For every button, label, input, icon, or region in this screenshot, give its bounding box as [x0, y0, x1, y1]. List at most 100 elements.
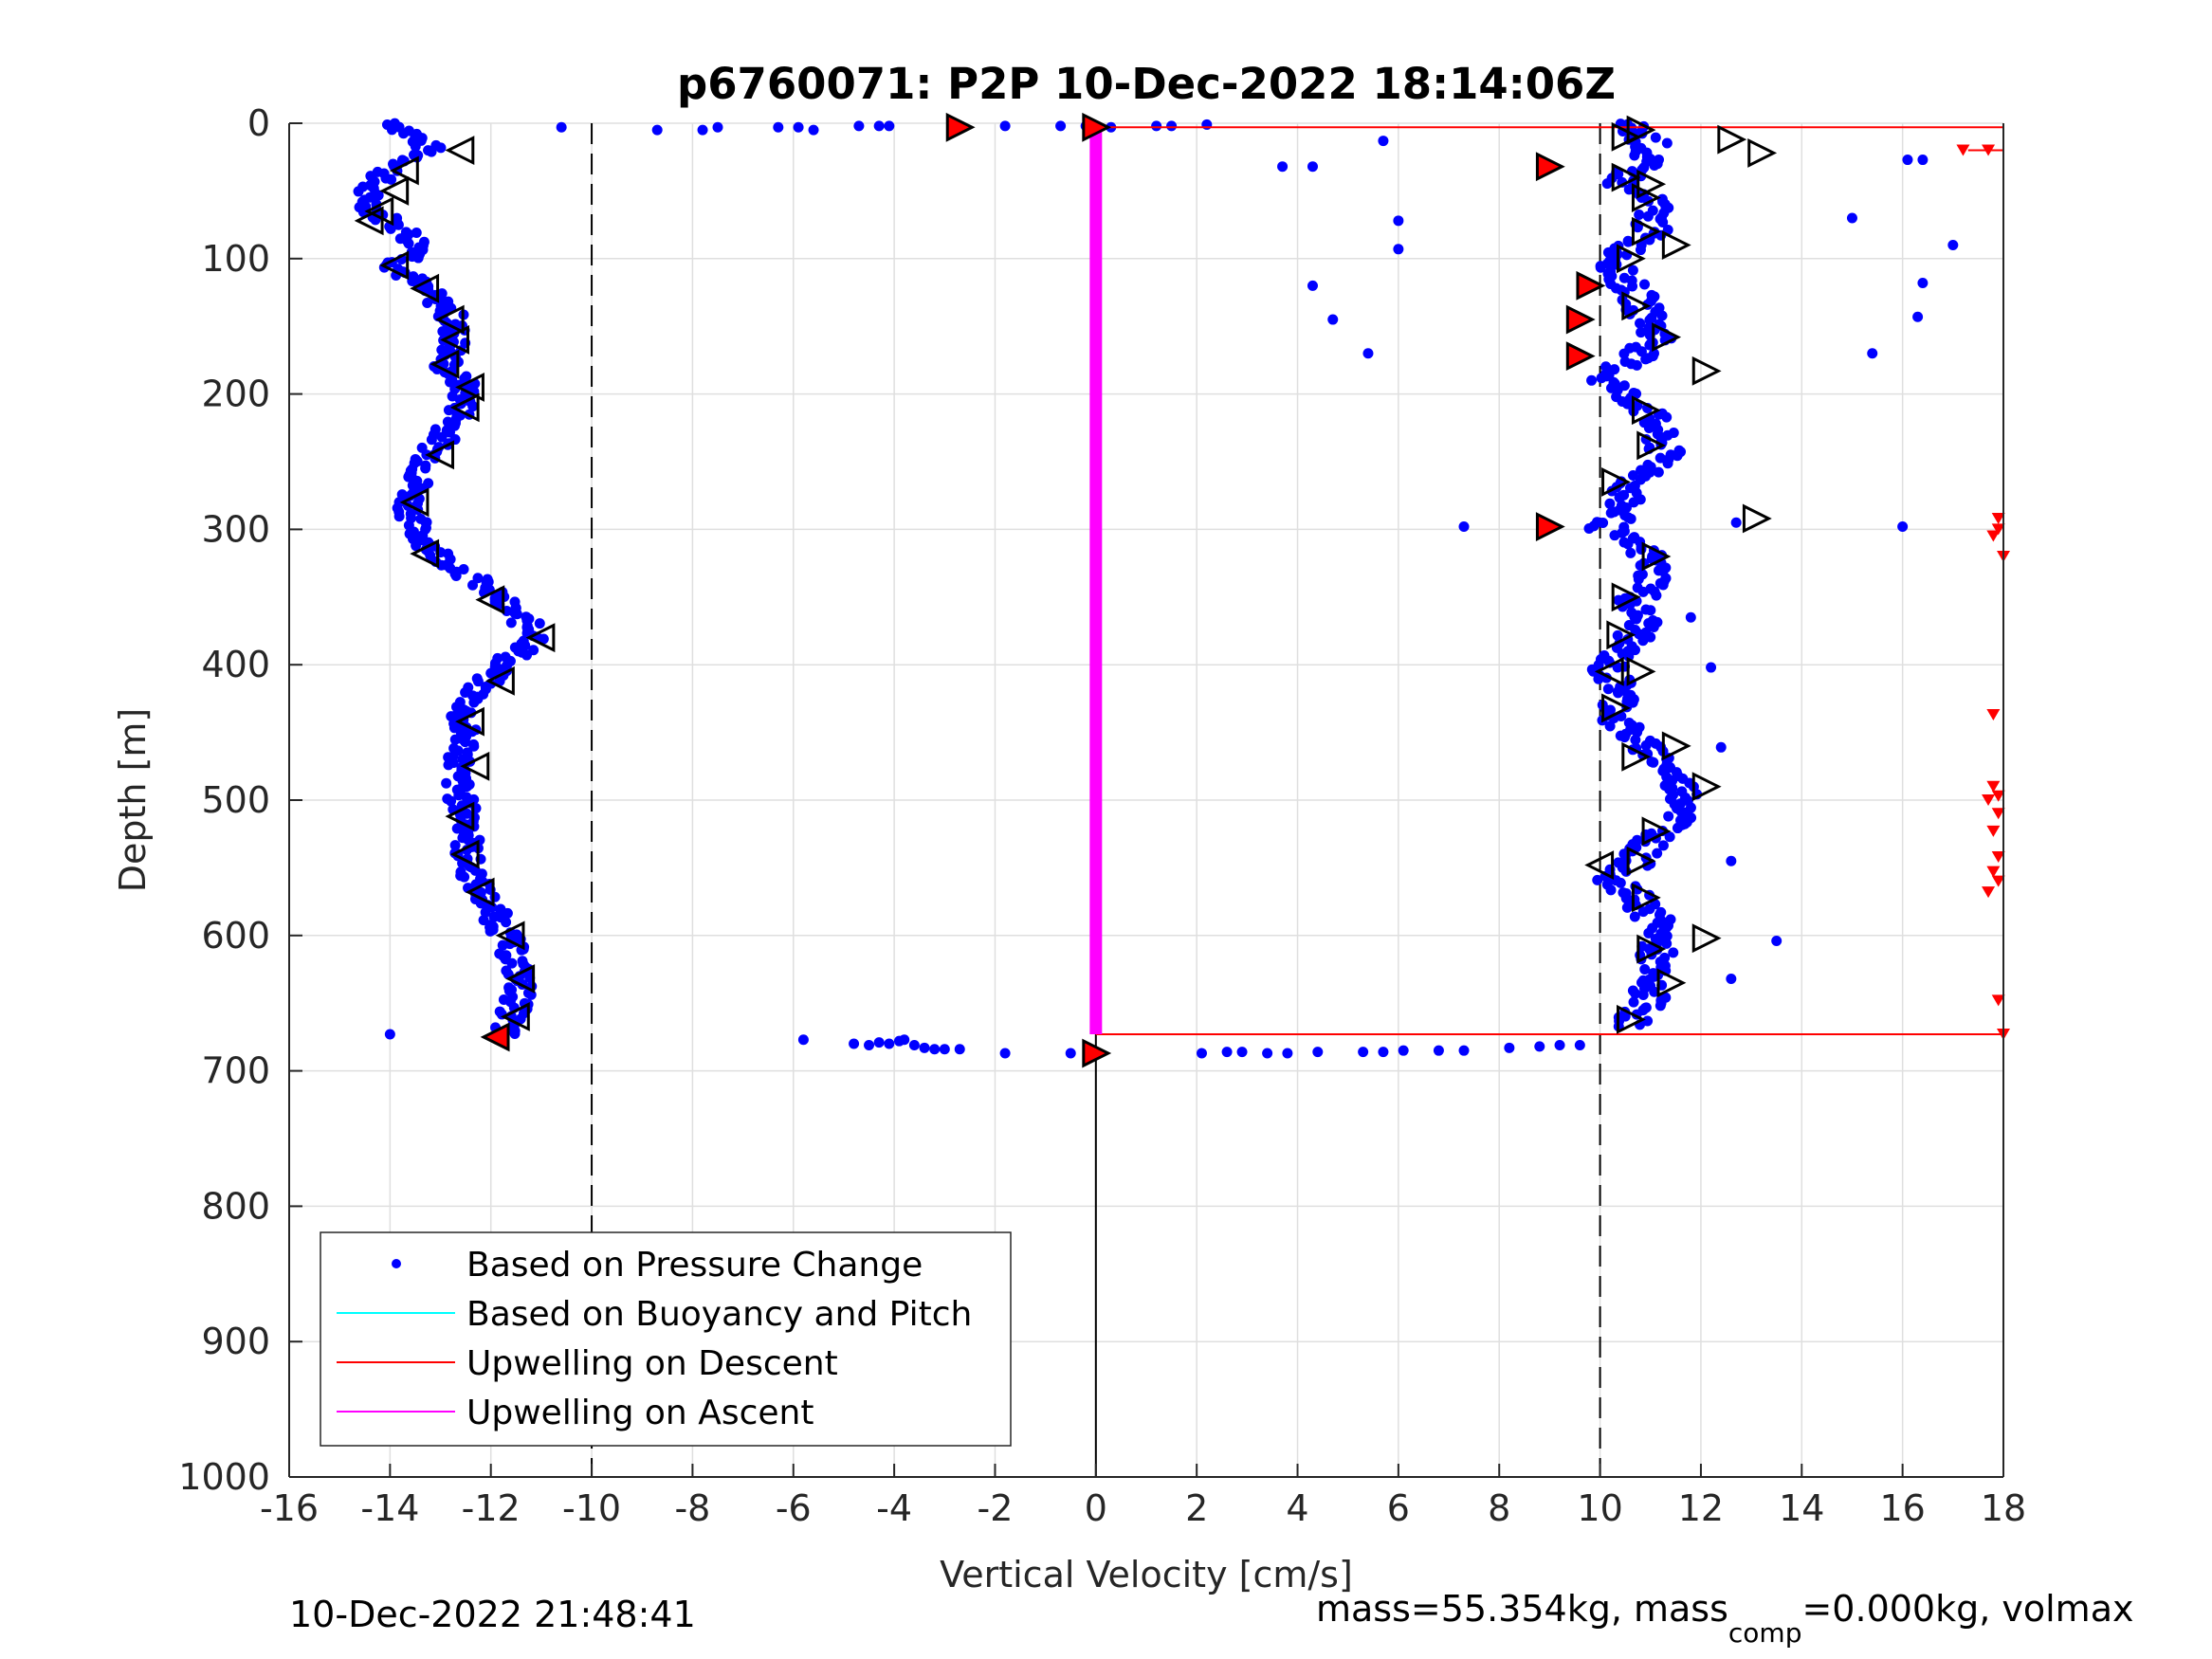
data-point-ascent	[1657, 217, 1669, 228]
data-point-descent	[435, 142, 447, 154]
y-tick-label: 200	[201, 374, 270, 415]
data-point-ascent	[1661, 137, 1673, 149]
data-point-surface	[697, 124, 708, 136]
data-point-ascent	[1618, 348, 1630, 359]
y-tick-label: 400	[201, 644, 270, 685]
data-point-descent	[422, 297, 433, 308]
ascent-triangle	[1616, 1004, 1646, 1034]
descent-triangle	[455, 373, 484, 402]
data-point-ascent	[1640, 354, 1652, 365]
ascent-triangle	[1611, 162, 1641, 192]
x-tick-label: 4	[1286, 1487, 1308, 1529]
data-point-ascent	[1628, 996, 1639, 1008]
descent-triangle	[500, 1002, 530, 1031]
data-point-descent	[467, 579, 479, 591]
data-point-outlier	[1947, 240, 1959, 251]
data-point-descent	[420, 463, 431, 474]
descent-triangle	[425, 440, 455, 470]
data-point-ascent	[1637, 989, 1649, 1000]
data-point-bottom	[1398, 1045, 1409, 1056]
data-point-bottom	[797, 1034, 809, 1046]
data-point-surface	[1151, 120, 1162, 132]
data-point-bottom	[919, 1042, 930, 1053]
ascent-triangle	[1661, 731, 1691, 761]
upwelling-descent-marker	[1982, 886, 1996, 899]
data-point-outlier	[1917, 278, 1929, 289]
ascent-triangle	[1641, 541, 1672, 572]
mass-text-part2: =0.000kg, volmax	[1801, 1588, 2133, 1630]
data-point-surface	[853, 120, 865, 132]
footer-mass-info: mass=55.354kg, masscomp=0.000kg, volmax	[1316, 1588, 2133, 1649]
data-point-descent	[393, 219, 404, 230]
data-point-descent	[489, 891, 501, 902]
data-point-descent	[411, 540, 422, 552]
data-point-ascent	[1672, 823, 1683, 834]
descent-triangle	[495, 921, 525, 951]
data-point-descent	[385, 223, 396, 234]
x-tick-label: 8	[1488, 1487, 1510, 1529]
data-point-outlier	[1897, 521, 1909, 533]
data-point-ascent	[1605, 884, 1617, 896]
data-point-bottom	[1534, 1041, 1545, 1052]
ascent-triangle	[1691, 923, 1722, 954]
descent-triangle	[354, 206, 384, 236]
ascent-triangle	[1747, 137, 1778, 168]
data-point-descent	[506, 957, 518, 969]
ascent-triangle-red	[1565, 341, 1596, 372]
data-point-bottom	[1312, 1047, 1324, 1058]
descent-triangle	[430, 349, 460, 379]
data-point-ascent	[1636, 327, 1647, 338]
ascent-triangle	[1656, 968, 1687, 998]
descent-triangle	[460, 751, 490, 781]
legend-box	[320, 1231, 1012, 1447]
data-point-outlier	[1307, 161, 1318, 173]
ascent-triangle-red	[945, 112, 976, 142]
x-tick-label: 10	[1577, 1487, 1622, 1529]
data-point-bottom	[1065, 1048, 1076, 1059]
data-point-ascent	[1621, 902, 1633, 913]
data-point-descent	[403, 238, 414, 249]
upwelling-descent-marker	[1986, 530, 2001, 542]
data-point-surface	[712, 121, 723, 133]
data-point-bottom	[1221, 1047, 1233, 1058]
data-point-outlier	[1715, 741, 1727, 753]
data-point-bottom	[1574, 1039, 1585, 1050]
data-point-ascent	[1613, 687, 1624, 699]
chart-title: p6760071: P2P 10-Dec-2022 18:14:06Z	[677, 59, 1616, 109]
data-point-ascent	[1635, 318, 1646, 329]
data-point-ascent	[1652, 848, 1663, 859]
data-point-outlier	[1307, 280, 1318, 291]
data-point-descent	[386, 173, 397, 185]
data-point-ascent	[1649, 986, 1660, 997]
data-layer	[353, 112, 2010, 1477]
data-point-ascent	[1609, 530, 1620, 541]
data-point-ascent	[1631, 359, 1642, 371]
ascent-triangle	[1601, 466, 1631, 497]
data-point-outlier	[1730, 517, 1742, 528]
x-tick-label: -12	[462, 1487, 521, 1529]
data-point-outlier	[1867, 348, 1878, 359]
data-point-descent	[484, 925, 496, 937]
upwelling-descent-marker	[1986, 709, 2001, 721]
data-point-ascent	[1636, 346, 1647, 357]
data-point-ascent	[1661, 938, 1673, 949]
data-point-bottom	[873, 1037, 885, 1048]
data-point-outlier	[1393, 215, 1404, 227]
descent-triangle	[379, 250, 410, 281]
y-tick-label: 900	[201, 1321, 270, 1362]
descent-triangle	[484, 665, 515, 696]
data-point-ascent	[1627, 264, 1638, 276]
ascent-triangle	[1631, 216, 1661, 246]
data-point-bottom	[864, 1039, 875, 1050]
x-tick-label: 0	[1085, 1487, 1107, 1529]
descent-triangle	[449, 392, 480, 423]
ascent-triangle	[1691, 356, 1722, 386]
data-point-ascent	[1649, 159, 1660, 171]
data-point-bottom	[1262, 1048, 1273, 1059]
data-point-ascent	[1635, 245, 1646, 256]
data-point-surface	[773, 121, 784, 133]
data-point-ascent	[1629, 150, 1640, 161]
data-point-ascent	[1625, 513, 1636, 524]
data-point-descent	[534, 618, 545, 629]
data-point-bottom	[1378, 1047, 1389, 1058]
